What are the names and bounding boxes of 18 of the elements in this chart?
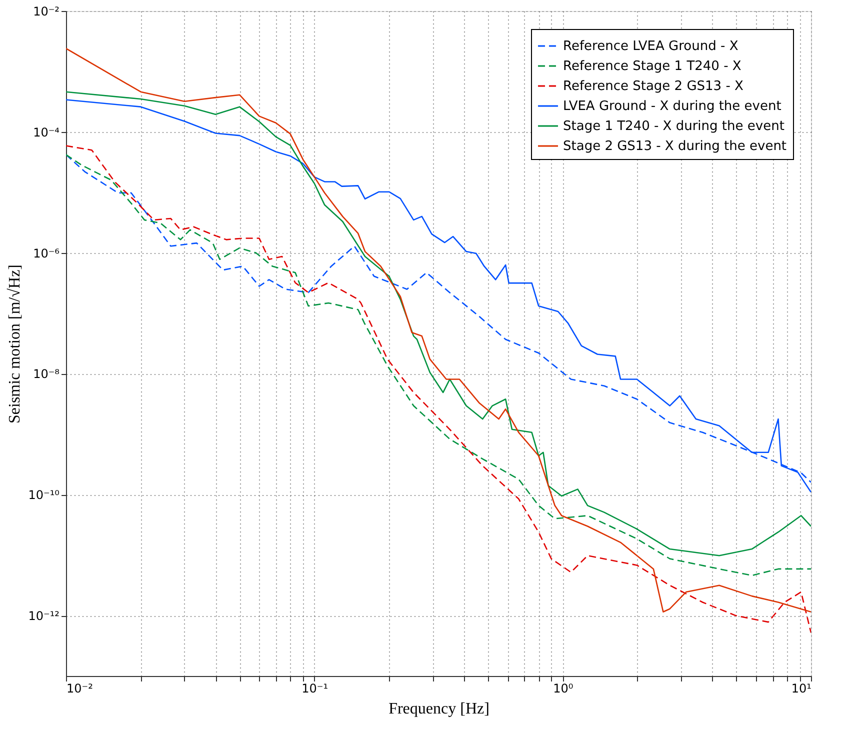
y-tick-label: 10⁻⁴ <box>33 125 60 140</box>
y-tick-label: 10⁻¹⁰ <box>28 488 60 502</box>
legend-label: Reference LVEA Ground - X <box>563 39 738 54</box>
y-axis-title: Seismic motion [m/√Hz] <box>6 264 24 424</box>
x-tick-label: 10¹ <box>791 682 812 696</box>
y-tick-label: 10⁻⁸ <box>33 367 60 382</box>
x-tick-label: 10⁻² <box>66 682 94 696</box>
legend-label: Reference Stage 1 T240 - X <box>563 59 742 74</box>
legend-label: Stage 2 GS13 - X during the event <box>563 139 787 154</box>
legend-label: LVEA Ground - X during the event <box>563 99 782 114</box>
y-tick-label: 10⁻² <box>33 4 60 18</box>
x-tick-label: 10⁻¹ <box>302 682 328 696</box>
y-tick-label: 10⁻⁶ <box>33 246 60 260</box>
legend-label: Stage 1 T240 - X during the event <box>563 119 784 134</box>
x-tick-label: 10⁰ <box>553 682 574 696</box>
legend-label: Reference Stage 2 GS13 - X <box>563 79 744 94</box>
y-tick-label: 10⁻¹² <box>28 609 60 624</box>
x-axis-title: Frequency [Hz] <box>388 700 490 718</box>
